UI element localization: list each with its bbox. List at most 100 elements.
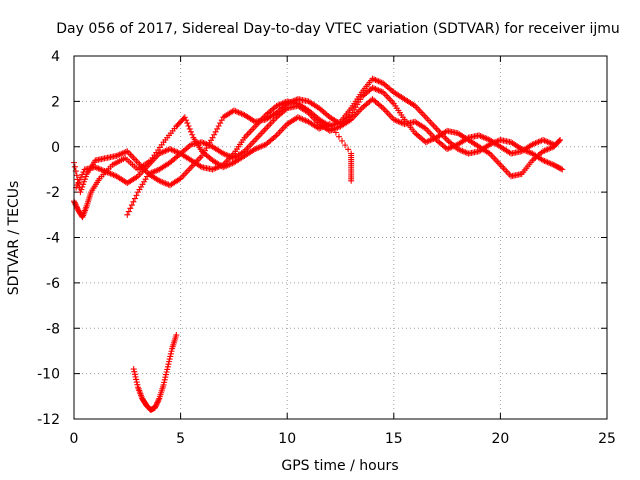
data-point	[77, 189, 84, 196]
data-point	[168, 348, 175, 355]
series-arc-d	[71, 114, 355, 221]
x-tick-label: 0	[70, 431, 79, 447]
data-point	[72, 200, 79, 207]
data-point	[155, 398, 162, 405]
data-point	[73, 172, 80, 179]
x-tick-label: 5	[176, 431, 185, 447]
data-point	[79, 171, 86, 178]
data-point	[80, 169, 87, 176]
data-point	[345, 146, 352, 153]
data-point	[185, 123, 192, 130]
y-axis-label: SDTVAR / TECUs	[6, 181, 22, 296]
data-point	[556, 137, 563, 144]
y-tick-label: 2	[51, 94, 60, 110]
data-point	[167, 353, 174, 360]
data-point	[332, 129, 339, 136]
data-point	[181, 114, 188, 121]
data-point	[154, 399, 161, 406]
data-point	[127, 205, 134, 212]
data-point	[160, 381, 167, 388]
data-point	[128, 202, 135, 209]
data-point	[173, 332, 180, 339]
data-point	[79, 183, 86, 190]
data-point	[76, 176, 83, 183]
data-point	[131, 371, 138, 378]
y-tick-labels: -12 -10 -8 -6 -4 -2 0 2 4	[37, 49, 60, 428]
data-point	[167, 350, 174, 357]
data-point	[329, 125, 336, 132]
data-point	[132, 373, 139, 380]
data-point	[125, 208, 132, 215]
data-point	[80, 181, 87, 188]
data-point	[183, 117, 190, 124]
data-point	[153, 402, 160, 409]
data-point	[189, 131, 196, 138]
data-point	[152, 404, 159, 411]
data-point	[81, 178, 88, 185]
data-point	[71, 163, 78, 170]
x-tick-label: 20	[491, 431, 509, 447]
data-point	[335, 133, 342, 140]
y-tick-label: -10	[37, 367, 60, 383]
data-point	[550, 141, 557, 148]
data-point	[75, 179, 82, 186]
data-point	[82, 173, 89, 180]
data-point	[161, 379, 168, 386]
data-point	[348, 177, 355, 184]
data-point	[81, 176, 88, 183]
data-point	[133, 192, 140, 199]
data-point	[78, 174, 85, 181]
series-arc-e	[130, 332, 180, 413]
data-point	[166, 356, 173, 363]
chart-title: Day 056 of 2017, Sidereal Day-to-day VTE…	[56, 21, 620, 37]
data-point	[153, 400, 160, 407]
data-point	[559, 166, 566, 173]
data-point	[78, 186, 85, 193]
y-tick-label: -12	[37, 412, 60, 428]
y-tick-label: -2	[46, 185, 60, 201]
data-point	[130, 198, 137, 205]
data-point	[187, 128, 194, 135]
plot-frame	[73, 55, 608, 420]
data-point	[134, 381, 141, 388]
data-point	[130, 366, 137, 373]
data-point	[124, 211, 131, 218]
data-point	[155, 396, 162, 403]
y-tick-label: 0	[51, 140, 60, 156]
data-point	[166, 358, 173, 365]
data-point	[131, 195, 138, 202]
x-tick-label: 25	[598, 431, 616, 447]
x-axis-label: GPS time / hours	[281, 458, 398, 474]
data-point	[164, 363, 171, 370]
data-point	[131, 368, 138, 375]
data-point	[164, 366, 171, 373]
data-point	[326, 121, 333, 128]
data-point	[186, 125, 193, 132]
y-tick-label: -4	[46, 231, 60, 247]
data-point	[339, 137, 346, 144]
y-tick-label: -6	[46, 276, 60, 292]
y-tick-label: 4	[51, 49, 60, 65]
data-point	[133, 379, 140, 386]
data-point	[74, 181, 81, 188]
x-tick-label: 15	[385, 431, 403, 447]
data-point	[152, 403, 159, 410]
data-point	[342, 142, 349, 149]
data-point	[558, 165, 565, 172]
data-point	[133, 376, 140, 383]
data-point	[165, 361, 172, 368]
data-point	[71, 199, 78, 206]
data-point	[162, 374, 169, 381]
data-point	[161, 376, 168, 383]
data-point	[163, 369, 170, 376]
data-point	[162, 371, 169, 378]
data-point	[184, 120, 191, 127]
data-series	[71, 75, 566, 413]
y-tick-label: -8	[46, 321, 60, 337]
x-tick-labels: 0 5 10 15 20 25	[70, 431, 616, 447]
data-point	[74, 204, 81, 211]
data-point	[557, 136, 564, 143]
x-tick-label: 10	[278, 431, 296, 447]
